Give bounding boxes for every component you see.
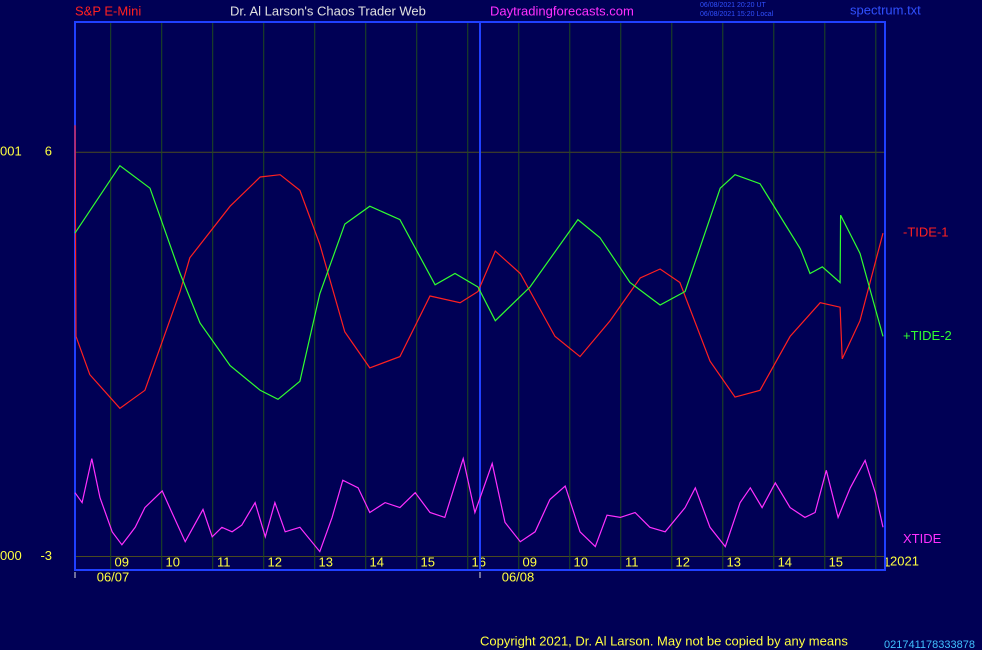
series-label: XTIDE (903, 531, 942, 546)
x-tick-label: 14 (778, 554, 792, 569)
time-local: 06/08/2021 15:20 Local (700, 11, 774, 18)
x-tick-label: 09 (523, 554, 537, 569)
x-tick-label: 12 (676, 554, 690, 569)
series-label: +TIDE-2 (903, 328, 952, 343)
chart-title: Dr. Al Larson's Chaos Trader Web (230, 3, 426, 18)
x-tick-label: 15 (829, 554, 843, 569)
copyright: Copyright 2021, Dr. Al Larson. May not b… (480, 633, 848, 648)
x-tick-label: 11 (217, 554, 231, 569)
series-line (74, 164, 884, 401)
x-tick-label: 14 (370, 554, 384, 569)
series-line (74, 125, 884, 410)
x-tick-label: 15 (421, 554, 435, 569)
series-label: -TIDE-1 (903, 225, 949, 240)
x-tick-label: 09 (114, 554, 128, 569)
date-label: 06/08 (502, 569, 535, 584)
y-tick-label: -3 (40, 548, 52, 563)
symbol: S&P E-Mini (75, 3, 141, 18)
time-ut: 06/08/2021 20:20 UT (700, 2, 766, 9)
x-tick-label: 13 (727, 554, 741, 569)
x-tick-label: 10 (574, 554, 588, 569)
x-tick-label: 11 (625, 554, 639, 569)
file-name: spectrum.txt (850, 2, 921, 17)
y-tick-code: 001 (0, 144, 22, 159)
plot-border (74, 21, 886, 571)
site: Daytradingforecasts.com (490, 3, 634, 18)
series-line (74, 456, 884, 553)
x-tick-label: 13 (319, 554, 333, 569)
x-tick-label: 12 (267, 554, 281, 569)
y-tick-label: 6 (45, 144, 52, 159)
year-label: 2021 (890, 553, 919, 568)
date-label: 06/07 (97, 569, 130, 584)
x-tick-label: 10 (165, 554, 179, 569)
x-tick-label: 16 (472, 554, 486, 569)
y-tick-code: 000 (0, 548, 22, 563)
x-tick-label: 1 (883, 554, 890, 569)
footer-code: 021741178333878 (884, 639, 975, 650)
